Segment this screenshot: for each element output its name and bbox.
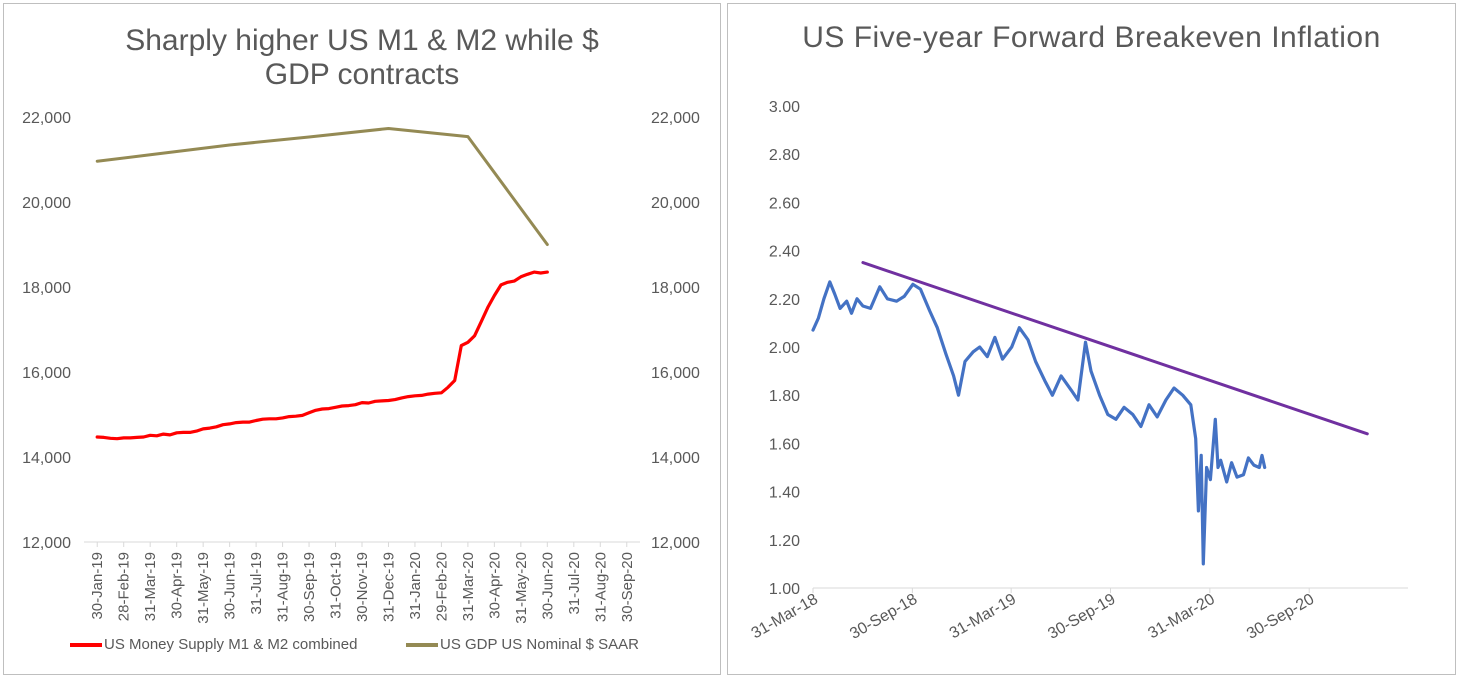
x-tick-label: 31-Aug-19 — [275, 552, 292, 622]
x-tick-label: 31-Jan-20 — [407, 552, 424, 620]
x-tick-label: 31-May-20 — [513, 552, 530, 624]
x-tick-label: 28-Feb-19 — [116, 552, 133, 621]
x-tick-label: 30-Apr-20 — [486, 552, 503, 619]
y-tick-label-right: 20,000 — [651, 195, 700, 212]
y-tick-label-left: 12,000 — [22, 535, 71, 552]
m1-m2-gdp-chart: 30-Jan-19 28-Feb-19 31-Mar-19 30-Apr-19 31-M… — [22, 110, 700, 624]
x-tick-label: 30-Sep-20 — [619, 552, 636, 622]
x-tick-label: 30-Sep-19 — [301, 552, 318, 622]
legend-item-gdp: US GDP US Nominal $ SAAR — [406, 636, 639, 653]
y-tick-label: 1.80 — [769, 388, 800, 405]
series-line-breakeven — [811, 280, 1267, 566]
x-tick-label: 30-Jun-20 — [539, 552, 556, 620]
x-tick-label: 30-Sep-20 — [1244, 591, 1317, 643]
y-tick-label: 2.60 — [769, 195, 800, 212]
x-tick-label: 31-Oct-19 — [328, 552, 345, 619]
y-tick-label-left: 18,000 — [22, 280, 71, 297]
x-tick-label: 31-Mar-19 — [142, 552, 159, 621]
x-tick-label: 31-Mar-20 — [460, 552, 477, 621]
x-tick-label: 31-Jul-20 — [566, 552, 583, 615]
legend-label-money-supply: US Money Supply M1 & M2 combined — [104, 636, 358, 653]
x-tick-label: 31-Mar-19 — [947, 591, 1020, 643]
series-line-money-supply — [95, 270, 549, 441]
y-tick-label-right: 12,000 — [651, 535, 700, 552]
x-tick-label: 30-Apr-19 — [169, 552, 186, 619]
y-tick-label-left: 20,000 — [22, 195, 71, 212]
x-tick-label: 31-Aug-20 — [592, 552, 609, 622]
x-tick-label: 30-Sep-19 — [1045, 591, 1118, 643]
trend-line — [861, 261, 1369, 436]
y-tick-label-right: 18,000 — [651, 280, 700, 297]
chart-title: US Five-year Forward Breakeven Inflation — [802, 21, 1381, 54]
y-tick-label-left: 16,000 — [22, 365, 71, 382]
y-tick-label: 2.80 — [769, 147, 800, 164]
x-tick-label: 31-Mar-18 — [749, 591, 822, 643]
y-tick-label: 1.00 — [769, 581, 800, 598]
y-tick-label: 3.00 — [769, 99, 800, 116]
legend-swatch-money-supply — [70, 642, 102, 647]
series-line-gdp — [95, 127, 549, 246]
y-tick-label-left: 22,000 — [22, 110, 71, 127]
x-tick-label: 30-Nov-19 — [354, 552, 371, 622]
y-tick-label-left: 14,000 — [22, 450, 71, 467]
x-tick-label: 30-Sep-18 — [847, 591, 920, 643]
y-tick-label-right: 22,000 — [651, 110, 700, 127]
y-tick-label: 1.60 — [769, 436, 800, 453]
x-tick-label: 31-Mar-20 — [1145, 591, 1218, 643]
legend-swatch-gdp — [406, 642, 438, 647]
y-tick-label: 2.00 — [769, 340, 800, 357]
x-tick-label: 30-Jan-19 — [89, 552, 106, 620]
x-tick-label: 31-Jul-19 — [248, 552, 265, 615]
legend-label-gdp: US GDP US Nominal $ SAAR — [440, 636, 639, 653]
y-tick-label: 1.40 — [769, 485, 800, 502]
y-tick-label: 2.40 — [769, 244, 800, 261]
y-tick-label: 1.20 — [769, 533, 800, 550]
breakeven-inflation-chart: 31-Mar-18 30-Sep-18 31-Mar-19 30-Sep-19 31-M… — [749, 99, 1408, 643]
x-tick-label: 30-Jun-19 — [222, 552, 239, 620]
x-tick-label: 29-Feb-20 — [433, 552, 450, 621]
x-tick-label: 31-Dec-19 — [380, 552, 397, 622]
y-tick-label-right: 14,000 — [651, 450, 700, 467]
legend-item-money-supply: US Money Supply M1 & M2 combined — [70, 636, 357, 653]
y-tick-label-right: 16,000 — [651, 365, 700, 382]
chart-title: Sharply higher US M1 & M2 while $ GDP co… — [125, 24, 599, 91]
y-tick-label: 2.20 — [769, 292, 800, 309]
x-tick-label: 31-May-19 — [195, 552, 212, 624]
m1-m2-gdp-chart-panel: Sharply higher US M1 & M2 while $ GDP co… — [3, 3, 721, 675]
breakeven-inflation-chart-panel: US Five-year Forward Breakeven Inflation… — [727, 3, 1456, 675]
